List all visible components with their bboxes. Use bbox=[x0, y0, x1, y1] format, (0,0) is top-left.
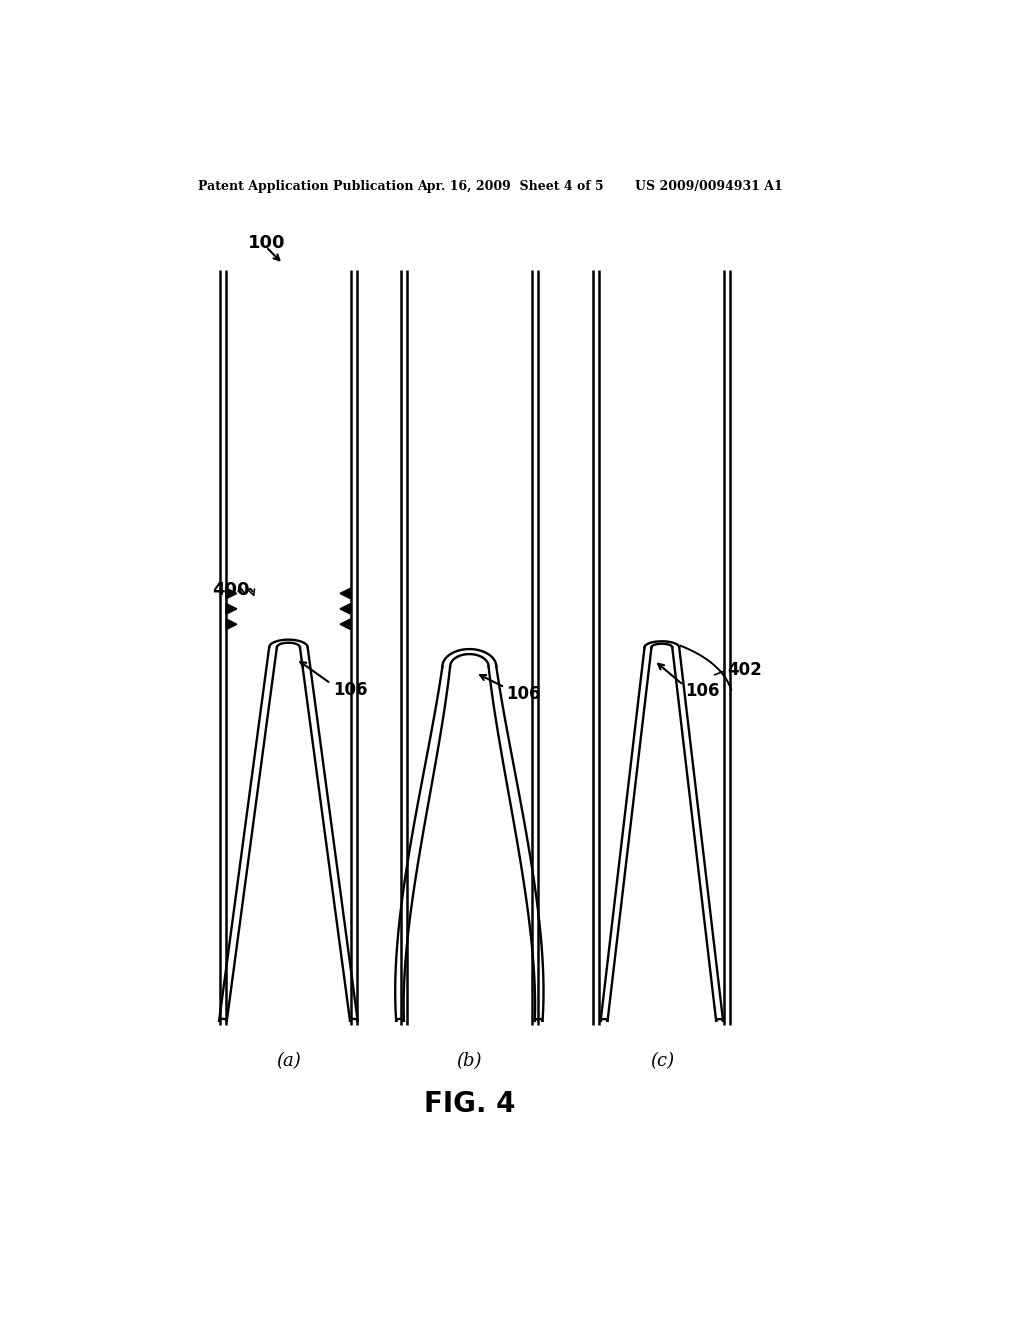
Text: 106: 106 bbox=[506, 685, 541, 702]
Text: (c): (c) bbox=[650, 1052, 674, 1069]
Polygon shape bbox=[340, 619, 351, 630]
Text: 106: 106 bbox=[333, 681, 368, 698]
Text: Apr. 16, 2009  Sheet 4 of 5: Apr. 16, 2009 Sheet 4 of 5 bbox=[417, 181, 603, 194]
Polygon shape bbox=[226, 603, 237, 614]
Text: 100: 100 bbox=[248, 234, 285, 252]
Text: US 2009/0094931 A1: US 2009/0094931 A1 bbox=[635, 181, 782, 194]
Text: (b): (b) bbox=[457, 1052, 482, 1069]
Polygon shape bbox=[340, 603, 351, 614]
Polygon shape bbox=[226, 619, 237, 630]
Text: (a): (a) bbox=[276, 1052, 301, 1069]
Polygon shape bbox=[226, 589, 237, 599]
Text: 402: 402 bbox=[727, 661, 762, 680]
Text: 106: 106 bbox=[685, 682, 720, 700]
Text: Patent Application Publication: Patent Application Publication bbox=[199, 181, 414, 194]
Polygon shape bbox=[340, 589, 351, 599]
Text: 400: 400 bbox=[212, 581, 250, 598]
Text: FIG. 4: FIG. 4 bbox=[424, 1090, 515, 1118]
